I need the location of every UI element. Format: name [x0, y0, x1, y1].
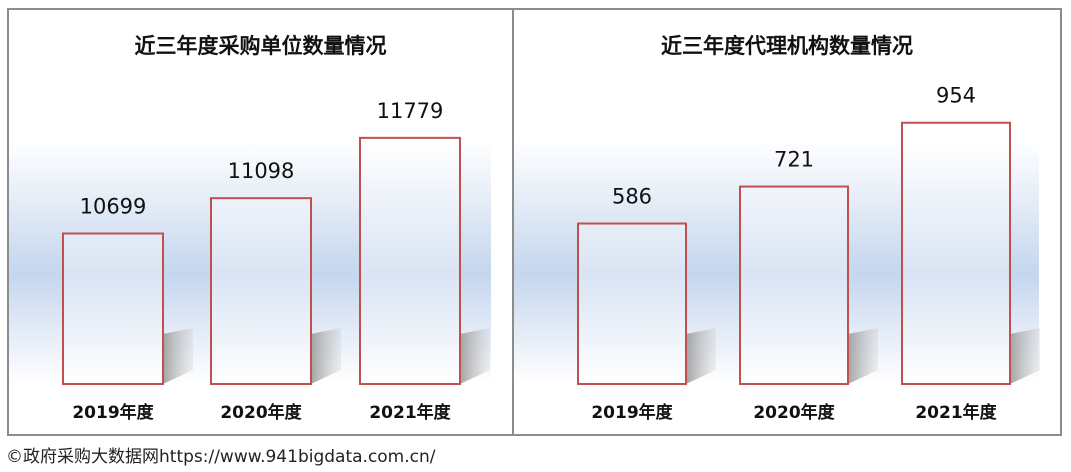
chart-agencies: 586 2019年度 721 2020年度 954 2021年度 — [514, 84, 1040, 423]
category-label: 2020年度 — [753, 402, 835, 423]
bar-shadow — [460, 328, 490, 384]
bar-shadow — [163, 328, 193, 384]
bar — [359, 136, 461, 385]
category-label: 2021年度 — [915, 402, 997, 423]
data-label: 954 — [936, 84, 976, 108]
category-label: 2020年度 — [220, 402, 302, 423]
category-label: 2021年度 — [369, 402, 451, 423]
bar-shadow — [686, 328, 716, 384]
data-label: 11098 — [228, 159, 295, 183]
plot-background — [514, 140, 1039, 384]
bar-shadow — [311, 328, 341, 384]
plot-background — [9, 140, 491, 384]
chart-title: 近三年度代理机构数量情况 — [661, 34, 913, 58]
bar — [62, 232, 164, 385]
bar — [901, 121, 1011, 386]
category-label: 2019年度 — [591, 402, 673, 423]
bar-shadow — [848, 328, 878, 384]
data-label: 721 — [774, 148, 814, 172]
bar — [210, 197, 312, 385]
chart-procurement-units: 10699 2019年度 11098 2020年度 11779 2021年度 — [9, 99, 491, 423]
data-label: 11779 — [377, 99, 444, 123]
data-label: 10699 — [80, 195, 147, 219]
chart-panel-agencies: 近三年度代理机构数量情况 586 2019年度 721 2020年度 954 2021年度 — [512, 8, 1062, 436]
chart-panel-procurement-units: 近三年度采购单位数量情况 10699 2019年度 11098 2020年度 11779… — [7, 8, 514, 436]
copyright-footer: ©政府采购大数据网https://www.941bigdata.com.cn/ — [6, 447, 436, 467]
category-label: 2019年度 — [72, 402, 154, 423]
data-label: 586 — [612, 185, 652, 209]
bar — [577, 222, 687, 385]
chart-title: 近三年度采购单位数量情况 — [134, 34, 387, 58]
bar — [739, 185, 849, 385]
bar-shadow — [1010, 328, 1040, 384]
